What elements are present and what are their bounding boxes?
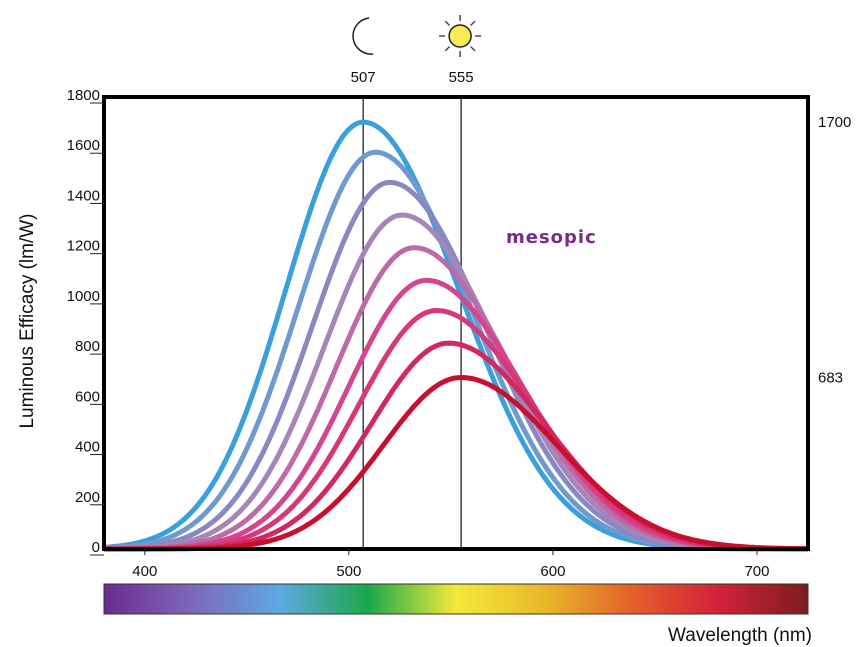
y-tick-label: 1200: [67, 238, 100, 255]
x-tick-label: 600: [540, 563, 565, 580]
y-tick-label: 600: [75, 388, 100, 405]
efficacy-curve-8: [104, 340, 808, 552]
x-tick-label: 500: [336, 563, 361, 580]
efficacy-curve-4: [104, 212, 808, 552]
sun-icon: [439, 15, 482, 57]
right-axis-labels: 1700 683: [818, 114, 851, 386]
y-tick-label: 1800: [67, 87, 100, 104]
right-axis-label: 683: [818, 369, 843, 386]
efficacy-curve-1: [103, 119, 808, 552]
y-axis-ticks: 0 200 400 600 800 1000 1200 1400 1600 1800: [67, 87, 104, 556]
x-axis-label: Wavelength (nm): [668, 625, 812, 646]
mesopic-annotation: mesopic: [506, 227, 597, 248]
y-tick-label: 1600: [67, 137, 100, 154]
wavelength-colorbar: [103, 583, 809, 615]
y-tick-label: 800: [75, 338, 100, 355]
reference-label-555: 555: [449, 69, 474, 86]
y-tick-label: 400: [75, 439, 100, 456]
reference-icons: 507 555: [351, 15, 482, 86]
efficacy-curves: [103, 119, 809, 552]
plot-frame: [102, 95, 810, 551]
efficacy-curve-7: [104, 308, 808, 552]
right-axis-label: 1700: [818, 114, 851, 131]
y-tick-label: 0: [92, 539, 100, 556]
x-axis-ticks: 400 500 600 700: [132, 549, 770, 580]
x-tick-label: 400: [132, 563, 157, 580]
y-tick-label: 1400: [67, 187, 100, 204]
efficacy-curve-3: [103, 179, 808, 552]
y-axis-label: Luminous Efficacy (lm/W): [17, 213, 38, 428]
reference-label-507: 507: [351, 69, 376, 86]
y-tick-label: 1000: [67, 288, 100, 305]
moon-icon: [352, 17, 374, 55]
x-tick-label: 700: [744, 563, 769, 580]
y-tick-label: 200: [75, 489, 100, 506]
